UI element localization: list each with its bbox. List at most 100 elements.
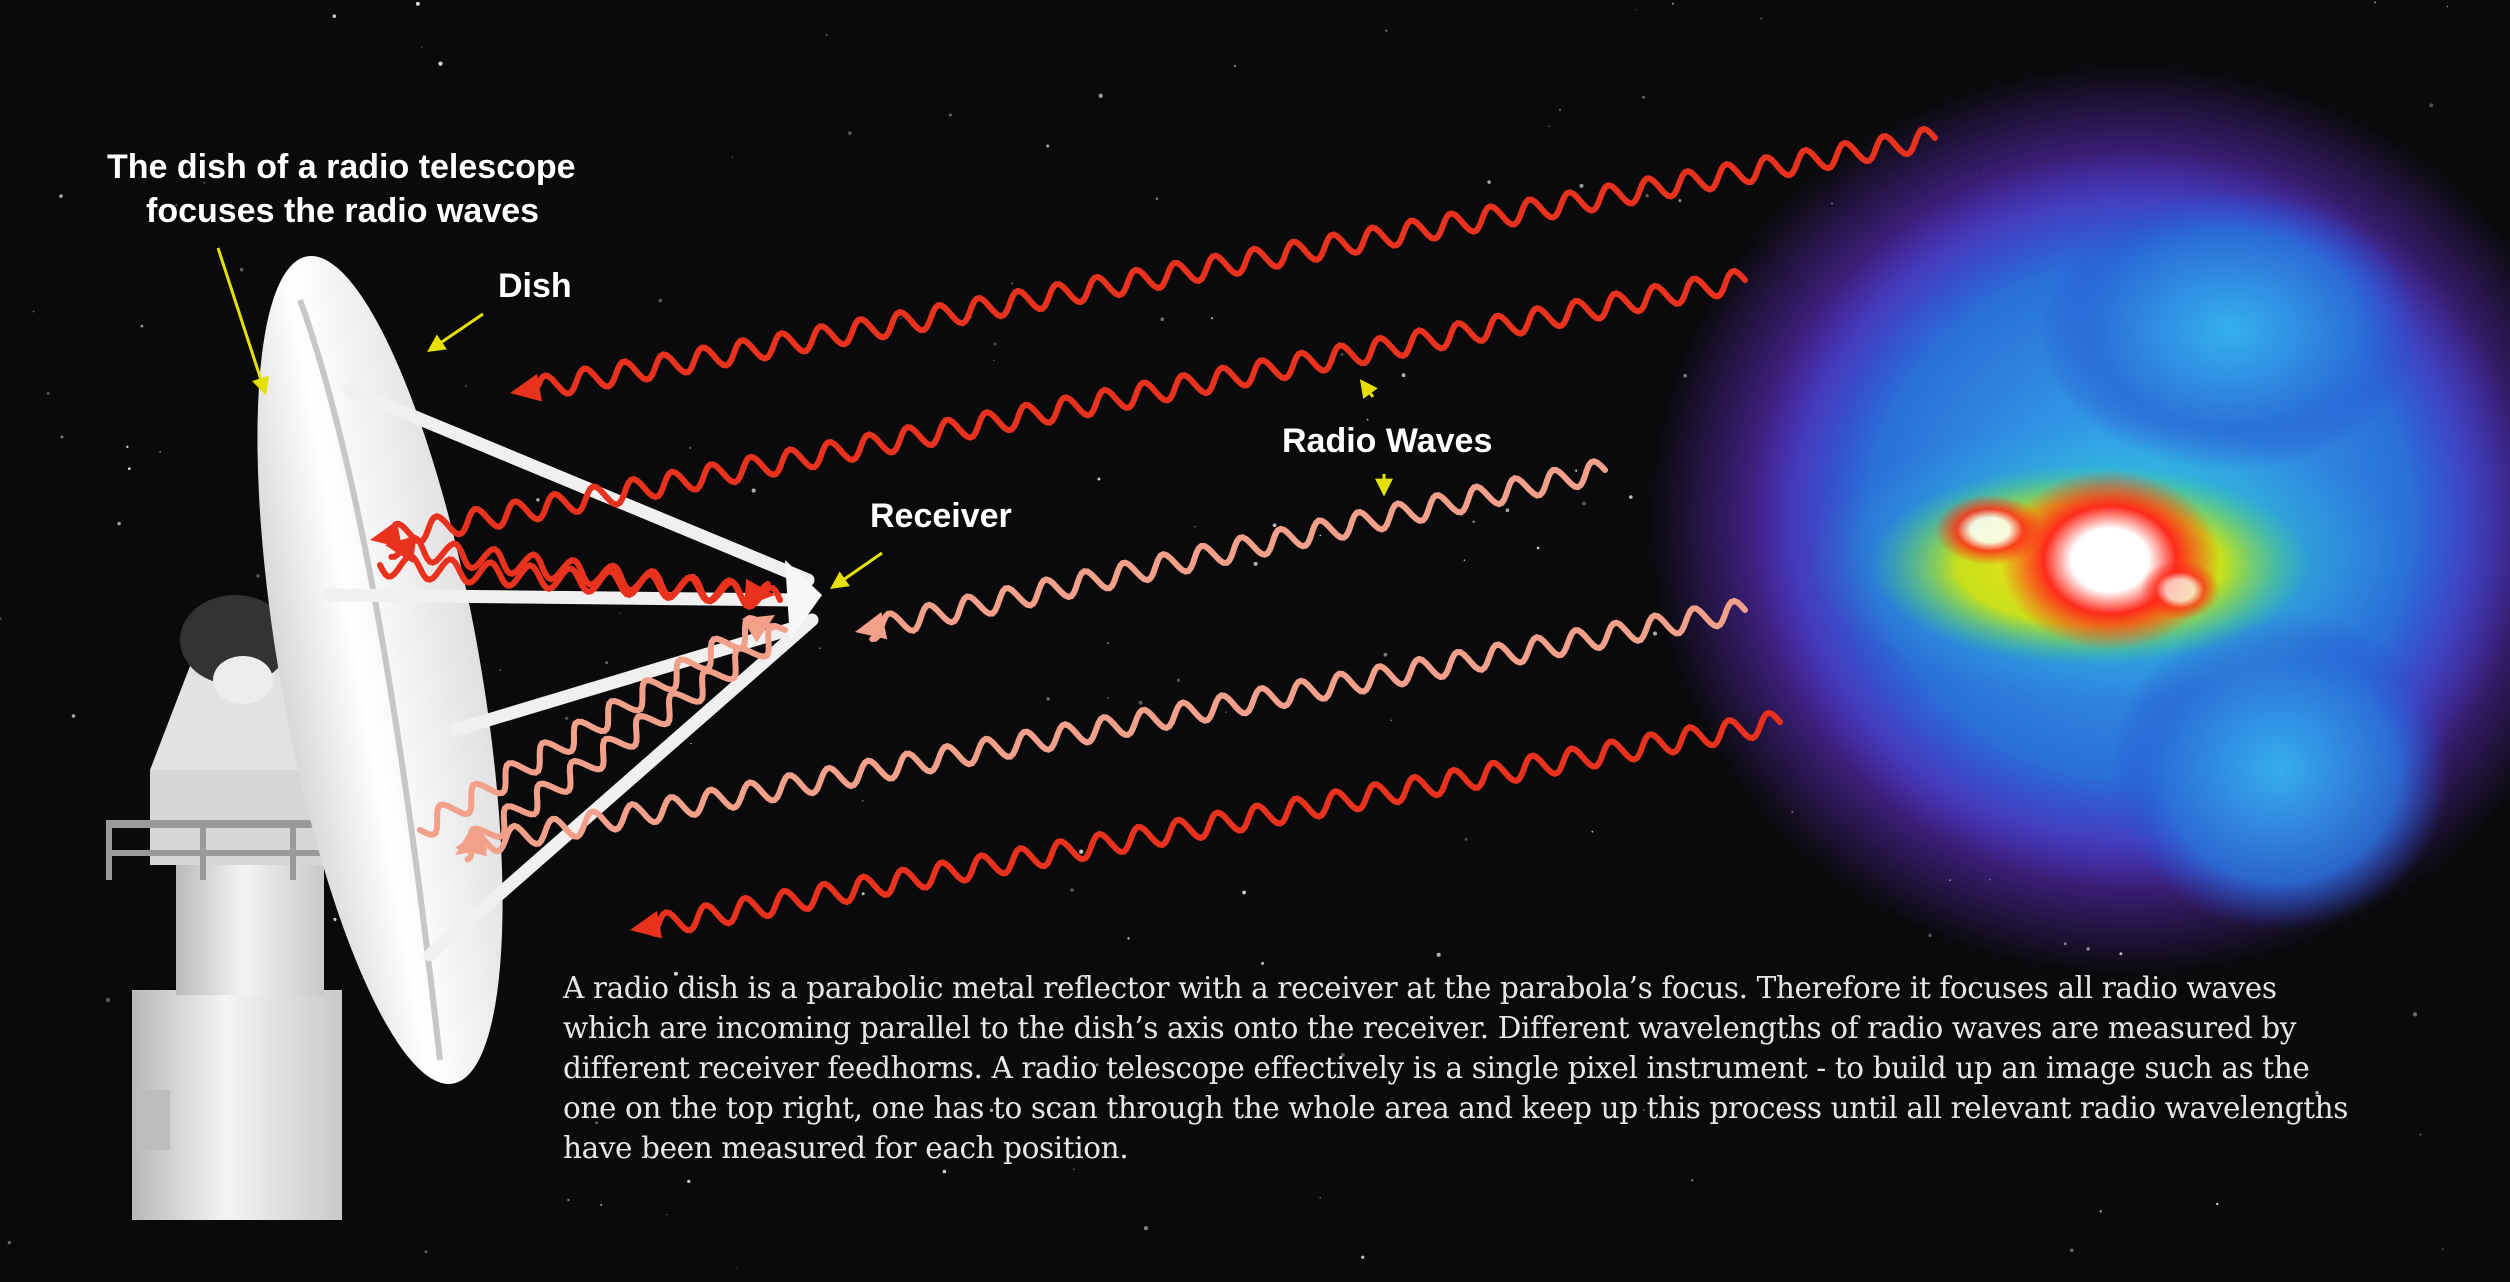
receiver-feed	[785, 560, 822, 640]
star	[415, 1, 420, 6]
star	[735, 1267, 737, 1269]
star	[60, 435, 64, 439]
star	[424, 1250, 428, 1254]
star	[1107, 642, 1109, 644]
star	[1575, 469, 1578, 472]
wave-arrowheads	[370, 373, 888, 939]
star	[1579, 183, 1584, 188]
star	[1079, 849, 1084, 854]
star	[126, 445, 129, 448]
star	[46, 391, 50, 395]
star	[105, 997, 111, 1003]
radio-waves-arrow-up	[1359, 379, 1378, 399]
star	[1011, 282, 1014, 285]
star	[256, 574, 260, 578]
star	[1242, 890, 1246, 895]
star	[1319, 534, 1322, 537]
star	[1210, 317, 1214, 320]
star	[1225, 711, 1227, 713]
star	[1098, 93, 1103, 98]
star	[370, 211, 373, 214]
star	[1139, 1106, 1143, 1110]
star	[1505, 508, 1510, 513]
star	[2446, 5, 2449, 8]
star	[1046, 144, 1050, 148]
star	[861, 892, 865, 896]
star	[761, 1151, 766, 1155]
star	[1635, 9, 1637, 11]
star	[1649, 1103, 1652, 1106]
star	[899, 317, 902, 320]
star	[2412, 1012, 2418, 1017]
star	[1160, 317, 1165, 322]
star	[2315, 1090, 2319, 1095]
wave-arrowhead	[385, 535, 417, 564]
radio-source-image	[1650, 65, 2510, 975]
star	[1645, 194, 1649, 198]
star	[159, 450, 162, 453]
receiver-label: Receiver	[870, 497, 1012, 535]
telescope-tower	[106, 595, 356, 1220]
dish-label-arrow	[427, 312, 484, 353]
star	[2419, 1133, 2422, 1136]
star	[993, 359, 995, 361]
star	[1253, 561, 1258, 566]
star	[690, 742, 692, 745]
star	[1127, 937, 1130, 940]
star	[1558, 108, 1562, 111]
radio-waves-label: Radio Waves	[1282, 422, 1493, 460]
annotation-arrows	[216, 247, 1393, 590]
star	[127, 467, 131, 471]
star	[1272, 523, 1277, 528]
star	[2429, 103, 2434, 108]
star	[2441, 1248, 2444, 1251]
star	[848, 131, 852, 135]
star	[861, 799, 864, 802]
reflected-radio-wave-2	[388, 534, 783, 611]
star	[1671, 2, 1674, 5]
star	[1472, 520, 1475, 523]
star	[1340, 1053, 1345, 1057]
star	[203, 181, 206, 184]
incoming-radio-wave-1	[535, 125, 1938, 397]
incoming-radio-wave-3	[869, 458, 1608, 642]
star	[600, 1203, 603, 1206]
star	[117, 521, 121, 526]
star	[567, 1198, 570, 1202]
star	[565, 716, 569, 720]
incoming-radio-wave-5	[651, 709, 1783, 937]
star	[1928, 933, 1932, 938]
star	[825, 34, 828, 36]
star	[1070, 888, 1074, 892]
star	[1072, 1168, 1075, 1171]
star	[751, 488, 756, 493]
star	[1194, 525, 1196, 528]
wave-arrowhead	[455, 826, 488, 855]
dish-note-arrow	[216, 247, 270, 396]
star	[71, 714, 76, 718]
star	[1261, 961, 1265, 965]
star	[32, 310, 35, 313]
star	[1642, 1109, 1645, 1111]
star	[948, 113, 952, 117]
star	[605, 661, 609, 665]
star	[619, 612, 621, 615]
star	[333, 917, 337, 921]
star	[1652, 631, 1658, 636]
star	[175, 204, 178, 206]
wave-arrowhead	[370, 520, 403, 549]
star	[1548, 125, 1550, 128]
star	[1536, 546, 1540, 550]
star	[1233, 65, 1237, 68]
star	[942, 1169, 947, 1174]
star	[2099, 1210, 2103, 1213]
star	[420, 46, 423, 49]
star	[1385, 29, 1388, 32]
receiver-label-arrow	[830, 551, 883, 590]
star	[989, 1108, 994, 1113]
star	[1366, 418, 1369, 421]
star	[1464, 838, 1468, 841]
star	[1138, 700, 1143, 705]
star	[1691, 1179, 1694, 1182]
